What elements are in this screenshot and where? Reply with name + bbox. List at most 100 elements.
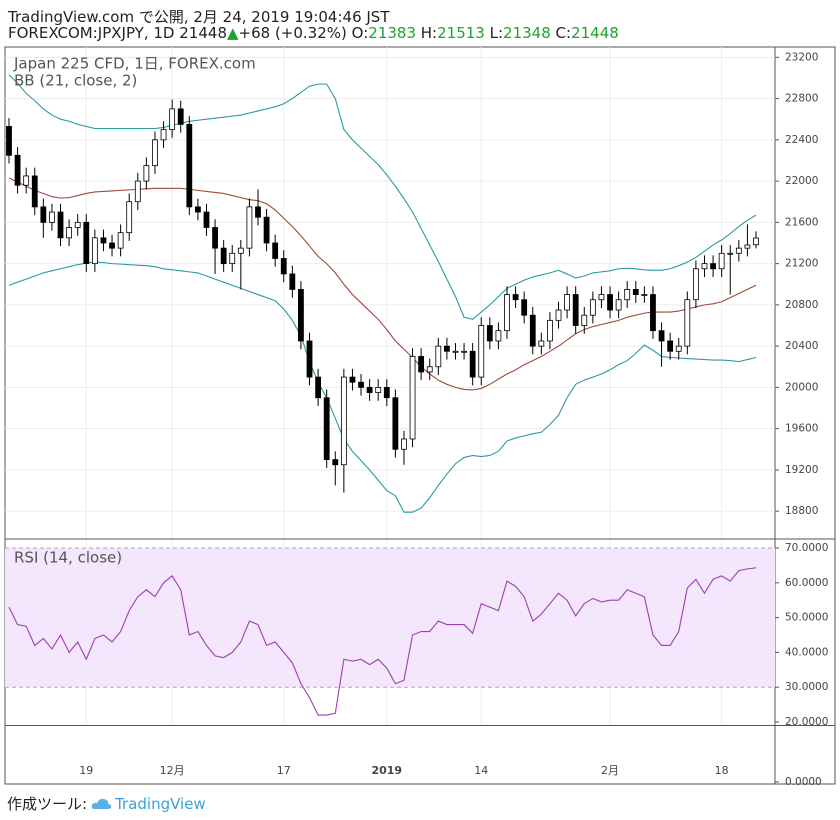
candle-body [366,386,373,393]
candle-body [555,309,562,321]
legend-rsi: RSI (14, close) [14,549,122,567]
candle-body [632,289,639,295]
candle-body [735,247,742,254]
made-with: 作成ツール: [7,795,88,813]
candle-body [246,206,253,249]
symbol: FOREXCOM:JPXJPY, 1D [8,24,175,42]
candle-body [615,299,622,311]
candle-body [641,294,648,296]
change: +68 (+0.32%) [238,24,347,42]
candle-body [117,232,124,249]
candle-body [469,350,476,378]
candle-body [675,345,682,352]
legend-symbol: Japan 225 CFD, 1日, FOREX.com [13,55,256,73]
candle-body [152,139,158,167]
up-arrow: ▲ [226,24,239,42]
candle-body [194,206,201,213]
candle-body [237,247,244,254]
y-tick-label: 40.0000 [785,646,828,658]
candle-body [306,340,313,378]
h-value: 21513 [437,24,485,42]
y-tick-label: 20800 [785,299,818,311]
x-tick-label: 2019 [371,764,402,777]
candle-body [177,108,184,125]
l-label: L: [489,24,504,42]
candle-body [710,263,716,270]
candle-body [598,294,605,301]
candle-body [272,242,279,259]
candle-body [718,252,725,270]
header-title: TradingView.com で公開, 2月 24, 2019 19:04:4… [8,8,390,26]
candle-body [684,299,691,347]
candle-body [23,175,30,186]
candle-body [443,345,450,352]
l-value: 21348 [503,24,551,42]
y-tick-label: 20000 [785,381,818,393]
h-label: H: [420,24,438,42]
y-tick-label: 30.0000 [785,681,828,693]
rsi-band [5,548,775,688]
candle-body [109,242,115,249]
candle-body [538,340,545,347]
x-tick-label: 17 [277,764,291,777]
y-tick-label: 23200 [785,51,818,63]
candle-body [49,211,55,223]
candle-body [692,268,699,301]
x-tick-label: 19 [79,764,93,777]
candle-body [186,123,193,208]
candle-body [589,299,596,316]
candle-body [701,263,708,270]
candle-body [323,397,330,461]
y-tick-label: 19600 [785,423,818,435]
candle-body [435,345,442,368]
candle-body [658,330,665,342]
candle-body [547,319,553,342]
candle-body [461,350,467,353]
bollinger-band [8,261,757,513]
candle-body [667,340,674,352]
y-tick-label: 20400 [785,340,818,352]
candle-body [607,294,613,311]
candle-body [409,356,416,440]
c-label: C: [555,24,572,42]
candle-body [229,252,236,265]
candle-body [375,386,382,393]
candle-body [392,397,399,450]
candle-body [315,376,322,399]
candle-body [332,459,339,466]
y-tick-label: 22000 [785,175,818,187]
candle-body [744,244,751,249]
candle-body [126,201,133,234]
y-tick-label: 0.0000 [785,776,822,788]
candle-body [57,211,64,239]
c-value: 21448 [571,24,619,42]
y-tick-label: 60.0000 [785,577,828,589]
y-tick-label: 20.0000 [785,716,828,728]
bollinger-band [8,74,757,320]
y-tick-label: 19200 [785,464,818,476]
candle-body [753,237,759,246]
candle-body [40,206,47,223]
candle-body [263,216,270,244]
legend-bb: BB (21, close, 2) [14,72,137,90]
candle-body [212,227,218,249]
candle-body [650,294,656,332]
candle-body [401,438,407,450]
x-tick-label: 12月 [160,764,185,777]
candle-body [31,175,38,208]
candle-body [91,237,98,265]
candle-body [624,289,631,301]
candle-body [521,299,528,316]
y-tick-label: 21200 [785,258,818,270]
candle-body [289,273,296,290]
candle-body [495,330,502,342]
candle-body [504,294,510,332]
candle-body [478,325,485,378]
brand[interactable]: TradingView [115,794,206,813]
candle-body [74,221,81,228]
candle-body [143,165,150,182]
candle-body [572,294,579,326]
footer: 作成ツール: TradingView [7,793,206,814]
